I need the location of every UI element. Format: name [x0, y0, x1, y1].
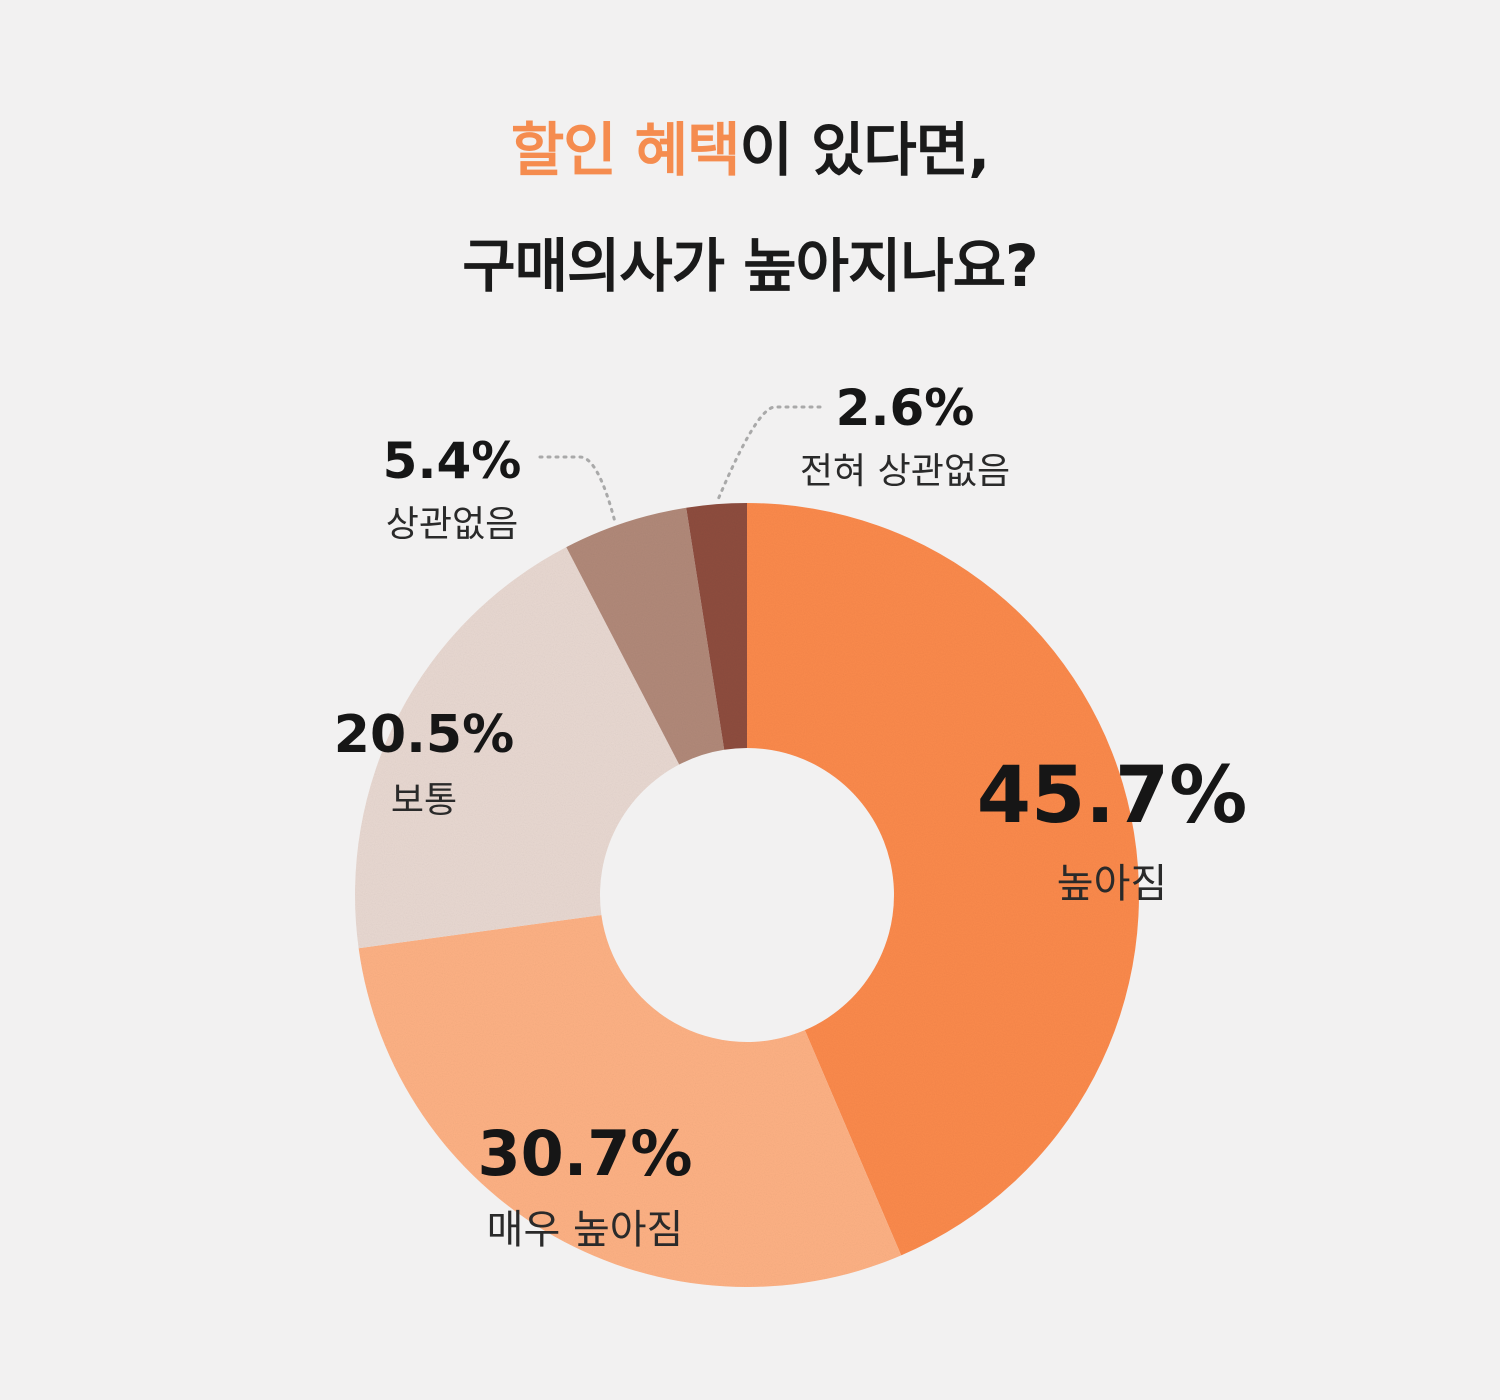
slice-4-value-label: 5.4%: [383, 432, 522, 490]
title-line-1: 할인 혜택이 있다면,: [0, 92, 1500, 208]
chart-title: 할인 혜택이 있다면, 구매의사가 높아지나요?: [0, 92, 1500, 324]
slices-group: [355, 503, 1139, 1287]
slice-5: [686, 503, 747, 750]
slice-4-category-label: 상관없음: [386, 504, 518, 545]
slice-3-category-label: 보통: [391, 780, 457, 821]
title-accent-text: 할인 혜택: [510, 116, 741, 184]
slice-1-value-label: 45.7%: [977, 751, 1248, 841]
slice-1: [747, 503, 1139, 1256]
slice-5-leader-line: [715, 405, 822, 504]
leader-lines: [538, 405, 822, 524]
slice-2-category-label: 매우 높아짐: [487, 1207, 684, 1253]
title-line-2: 구매의사가 높아지나요?: [462, 232, 1038, 300]
slice-2-value-label: 30.7%: [477, 1117, 692, 1190]
slice-4: [566, 507, 725, 765]
slice-5-value-label: 2.6%: [836, 379, 975, 437]
title-line-1-rest: 이 있다면,: [739, 116, 990, 184]
labels-group: 45.7% 높아짐 30.7% 매우 높아짐 20.5% 보통 5.4% 상관없음 2.6% 전혀…: [334, 379, 1248, 1253]
slice-5-category-label: 전혀 상관없음: [800, 451, 1010, 492]
slice-3: [355, 547, 680, 949]
slice-2: [358, 914, 902, 1287]
slice-4-leader-line: [538, 455, 617, 524]
slice-1-category-label: 높아짐: [1057, 861, 1167, 907]
slice-3-value-label: 20.5%: [334, 705, 514, 765]
